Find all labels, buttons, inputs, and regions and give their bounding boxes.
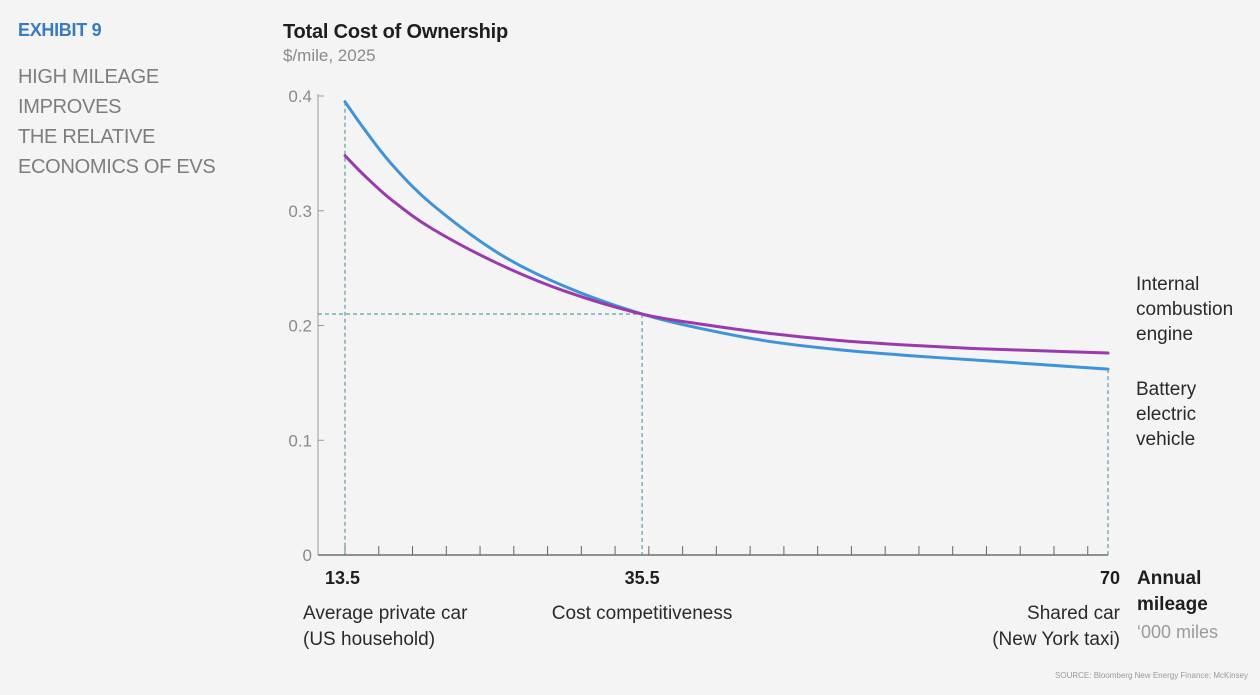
bev-series-label: electric	[1136, 404, 1196, 425]
chart-subtitle: $/mile, 2025	[283, 46, 376, 65]
headline-line: ECONOMICS OF EVS	[18, 156, 216, 178]
y-tick-label: 0.4	[288, 87, 312, 106]
y-tick-label: 0.2	[288, 317, 312, 336]
exhibit-headline: HIGH MILEAGE IMPROVES THE RELATIVE ECONO…	[18, 62, 258, 182]
y-tick-label: 0	[303, 546, 312, 565]
x-axis-unit: ‘000 miles	[1137, 622, 1218, 642]
bev-series-label: Battery	[1136, 379, 1197, 400]
x-tick-label: 70	[1100, 568, 1120, 588]
x-tick-label: 35.5	[625, 568, 660, 588]
source-note: SOURCE: Bloomberg New Energy Finance; Mc…	[1055, 671, 1248, 680]
headline-line: IMPROVES	[18, 96, 122, 118]
chart-title: Total Cost of Ownership	[283, 21, 509, 43]
x-annotation-label: Shared car	[1027, 603, 1121, 624]
headline-line: HIGH MILEAGE	[18, 66, 159, 88]
ice-series-label: Internal	[1136, 274, 1199, 295]
x-annotation-label: Cost competitiveness	[552, 603, 733, 624]
y-tick-label: 0.3	[288, 202, 312, 221]
y-tick-label: 0.1	[288, 431, 312, 450]
x-annotation-label: Average private car	[303, 603, 468, 624]
x-axis-label: mileage	[1137, 594, 1208, 615]
ice-series-line	[343, 154, 1110, 355]
ice-series-label: combustion	[1136, 299, 1233, 320]
x-annotation-label: (US household)	[303, 629, 435, 650]
exhibit-tag: EXHIBIT 9	[18, 20, 102, 40]
bev-series-line	[343, 100, 1110, 371]
ice-series-label: engine	[1136, 324, 1193, 345]
x-axis-label: Annual	[1137, 568, 1201, 589]
headline-line: THE RELATIVE	[18, 126, 156, 148]
x-tick-label: 13.5	[325, 568, 360, 588]
x-annotation-label: (New York taxi)	[992, 629, 1120, 650]
bev-series-label: vehicle	[1136, 429, 1195, 450]
